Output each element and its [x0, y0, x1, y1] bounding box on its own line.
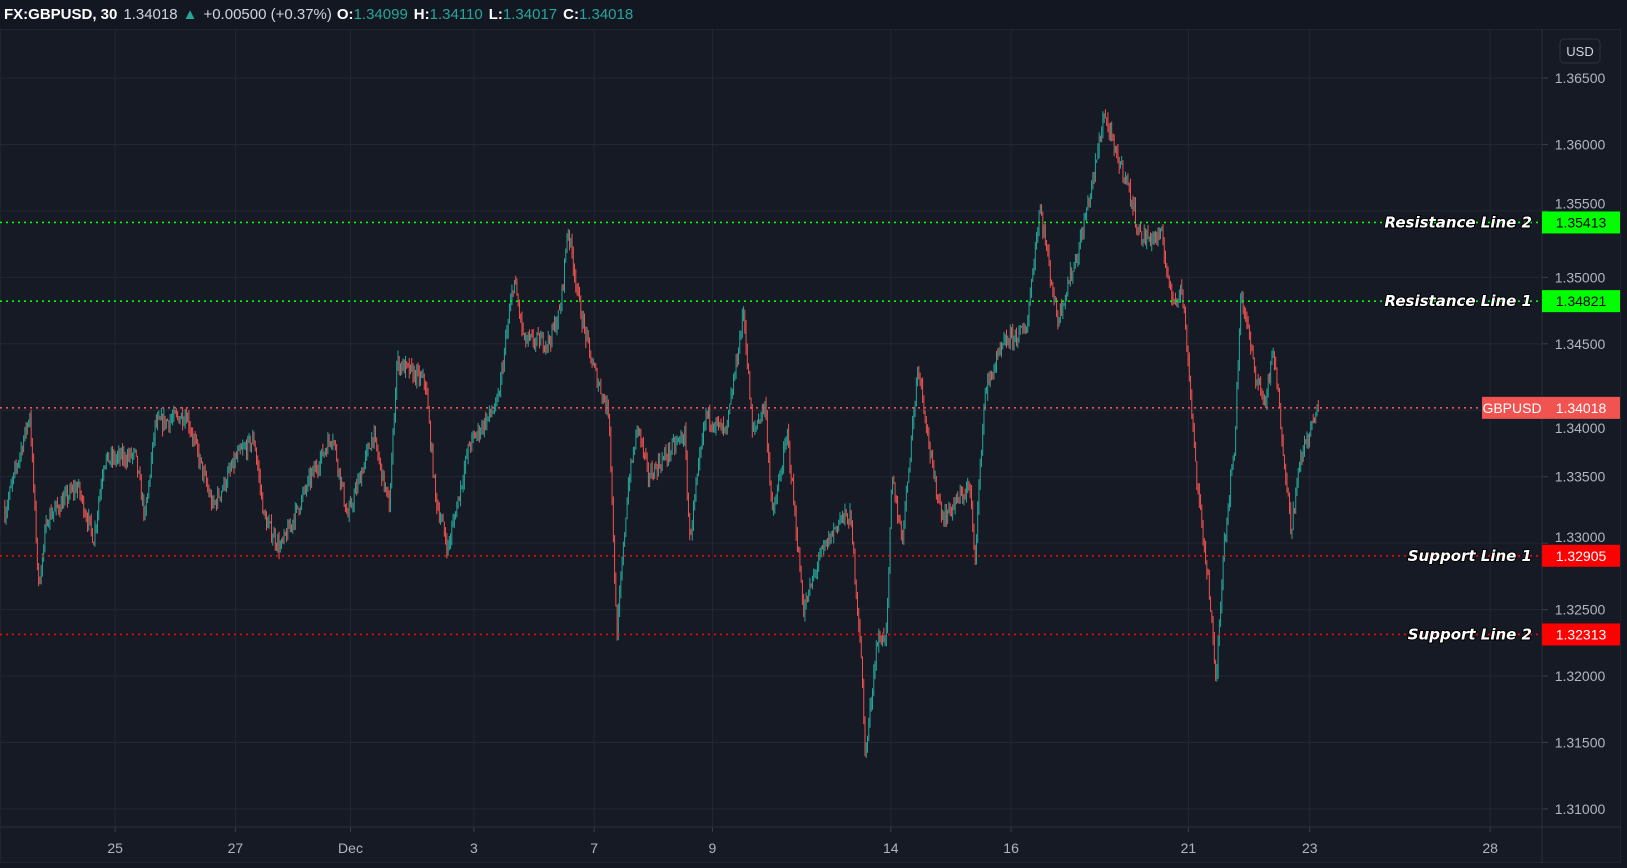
candles	[4, 109, 1319, 758]
symbol-title[interactable]: FX:GBPUSD, 30	[4, 5, 118, 23]
y-tick-label: 1.33000	[1555, 529, 1606, 545]
resistance-2-price-tag	[1542, 290, 1620, 313]
y-tick-label: 1.36000	[1555, 136, 1606, 152]
support-3-label: Support Line 1	[1408, 547, 1532, 565]
y-tick-label: 1.34500	[1555, 336, 1606, 352]
y-tick-label: 1.31000	[1555, 801, 1606, 817]
price-chart[interactable]: 1.36500 1.36000 1.35500 1.35000 1.34500 1.340…	[0, 29, 1621, 863]
last-price: 1.34018	[123, 5, 178, 23]
resistance-1-price-tag	[1542, 211, 1620, 234]
resistance-1-price-tag-text: 1.35413	[1556, 214, 1607, 230]
y-tick-label: 1.32000	[1555, 668, 1606, 684]
triangle-up-icon: ▲	[182, 5, 198, 23]
currency-label: USD	[1566, 44, 1593, 59]
x-tick-label: 14	[883, 840, 899, 856]
y-tick-label: 1.32500	[1555, 602, 1606, 618]
x-tick-label: 9	[709, 840, 717, 856]
y-tick-label: 1.36500	[1555, 70, 1606, 86]
x-tick-label: 3	[470, 840, 478, 856]
last-price-name-tag	[1482, 396, 1542, 419]
x-tick-label: 28	[1482, 840, 1498, 856]
x-tick-label: 21	[1181, 840, 1197, 856]
y-tick-label: 1.35500	[1555, 195, 1606, 211]
close-value: 1.34018	[578, 5, 634, 23]
low-value: 1.34017	[502, 5, 558, 23]
currency-button[interactable]	[1559, 38, 1601, 64]
support-3-price-tag	[1542, 544, 1620, 567]
last-price-price-tag	[1542, 396, 1620, 419]
x-tick-label: 25	[107, 840, 123, 856]
legend-header: FX:GBPUSD, 30 1.34018 ▲ +0.00500 (+0.37%…	[0, 0, 1627, 28]
support-4-label: Support Line 2	[1408, 625, 1532, 643]
x-tick-label: Dec	[338, 840, 363, 856]
last-price-name-tag-text: GBPUSD	[1482, 400, 1541, 416]
resistance-2-label: Resistance Line 1	[1385, 292, 1532, 310]
x-tick-label: 16	[1003, 840, 1019, 856]
x-tick-label: 27	[228, 840, 244, 856]
low-label: L:	[488, 5, 503, 23]
support-4-price-tag	[1542, 623, 1620, 646]
open-label: O:	[336, 5, 354, 23]
high-label: H:	[413, 5, 430, 23]
y-tick-label: 1.31500	[1555, 735, 1606, 751]
support-3-price-tag-text: 1.32905	[1556, 548, 1607, 564]
close-label: C:	[563, 5, 579, 23]
resistance-2-price-tag-text: 1.34821	[1556, 293, 1607, 309]
y-tick-label: 1.35000	[1555, 269, 1606, 285]
x-tick-label: 7	[590, 840, 598, 856]
x-tick-label: 23	[1302, 840, 1318, 856]
high-value: 1.34110	[429, 5, 483, 23]
chart-background	[0, 29, 1621, 863]
resistance-1-label: Resistance Line 2	[1385, 213, 1532, 231]
last-price-price-tag-text: 1.34018	[1556, 400, 1607, 416]
y-tick-label: 1.34000	[1555, 420, 1606, 436]
open-value: 1.34099	[353, 5, 408, 23]
y-tick-label: 1.33500	[1555, 469, 1606, 485]
support-4-price-tag-text: 1.32313	[1556, 626, 1607, 642]
price-change: +0.00500 (+0.37%)	[203, 5, 332, 23]
